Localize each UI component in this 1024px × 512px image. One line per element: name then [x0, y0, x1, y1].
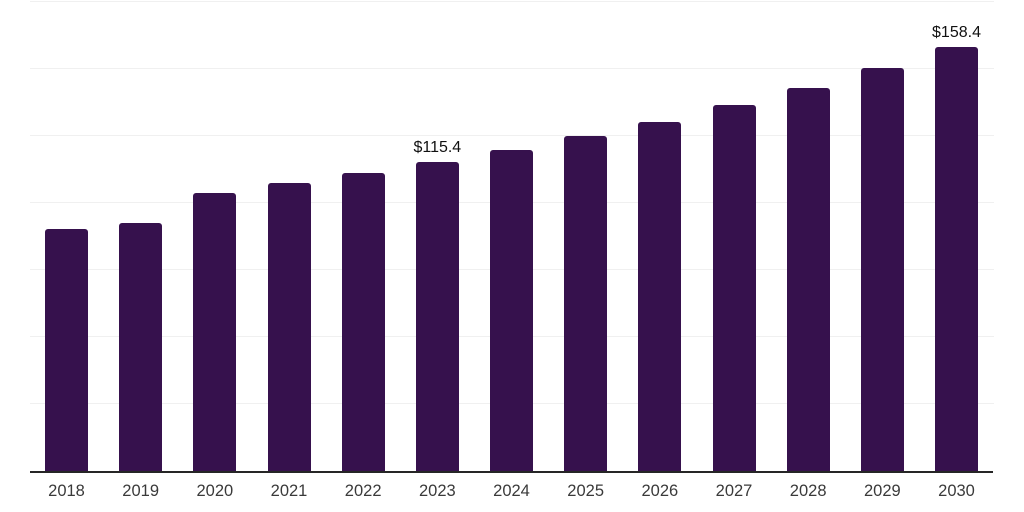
- plot-area: $115.4 $158.4: [30, 1, 994, 473]
- x-tick-label-2025: 2025: [567, 482, 605, 500]
- gridline: [30, 135, 994, 136]
- bar-2023: [415, 161, 459, 471]
- x-tick-label-2027: 2027: [715, 482, 753, 500]
- bar-2028: [786, 88, 830, 471]
- x-tick-label-2024: 2024: [493, 482, 530, 500]
- x-tick-label-2023: 2023: [418, 482, 456, 500]
- x-axis-line: [30, 471, 993, 473]
- bar-2018: [45, 228, 88, 471]
- bar-2019: [119, 222, 163, 471]
- bar-2027: [712, 105, 756, 471]
- x-tick-label-2020: 2020: [196, 482, 234, 500]
- gridline: [30, 68, 994, 69]
- x-tick-label-2019: 2019: [122, 482, 160, 500]
- bar-2026: [638, 122, 682, 471]
- bar-2020: [193, 192, 237, 471]
- bar-value-label-2030: $158.4: [932, 23, 981, 41]
- x-tick-label-2030: 2030: [938, 482, 975, 500]
- x-tick-label-2026: 2026: [641, 482, 679, 500]
- gridline: [30, 1, 994, 2]
- bar-2029: [860, 68, 904, 471]
- bar-2025: [564, 136, 608, 471]
- x-tick-label-2028: 2028: [789, 482, 827, 500]
- bar-2022: [341, 172, 385, 471]
- bar-2021: [267, 182, 311, 471]
- bar-value-label-2023: $115.4: [413, 138, 462, 156]
- x-tick-label-2021: 2021: [270, 482, 308, 500]
- bar-2024: [490, 149, 533, 471]
- x-tick-label-2018: 2018: [48, 482, 85, 500]
- bar-2030: [935, 46, 978, 471]
- x-tick-label-2022: 2022: [344, 482, 382, 500]
- x-tick-label-2029: 2029: [863, 482, 901, 500]
